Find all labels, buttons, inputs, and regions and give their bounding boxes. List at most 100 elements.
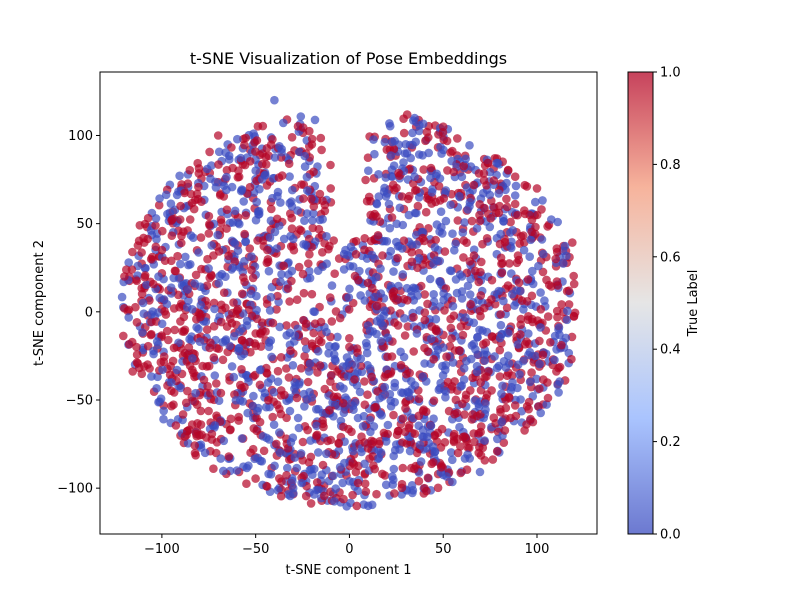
scatter-point	[492, 447, 502, 456]
scatter-point	[500, 237, 510, 247]
scatter-point	[527, 368, 536, 377]
scatter-point	[421, 207, 431, 217]
scatter-point	[476, 378, 486, 387]
scatter-point	[439, 289, 448, 298]
scatter-point	[500, 426, 510, 435]
scatter-point	[248, 273, 258, 283]
scatter-point	[217, 317, 226, 327]
scatter-point	[300, 351, 309, 361]
scatter-point	[297, 180, 306, 189]
scatter-point	[476, 291, 486, 300]
scatter-point	[432, 256, 442, 265]
scatter-point	[534, 261, 543, 271]
scatter-point	[177, 231, 186, 241]
scatter-point	[212, 343, 221, 353]
scatter-point	[407, 240, 416, 249]
scatter-point	[372, 301, 382, 311]
scatter-point	[415, 440, 425, 450]
scatter-point	[456, 382, 465, 391]
scatter-point	[193, 158, 202, 168]
scatter-point	[554, 388, 563, 397]
scatter-point	[420, 359, 429, 368]
scatter-point	[361, 175, 370, 185]
scatter-point	[360, 296, 370, 305]
scatter-point	[389, 267, 398, 276]
scatter-point	[366, 196, 375, 206]
scatter-point	[277, 171, 287, 180]
scatter-point	[119, 331, 128, 341]
scatter-point	[157, 319, 167, 329]
scatter-point	[279, 261, 289, 271]
scatter-point	[495, 345, 505, 355]
scatter-point	[503, 165, 513, 175]
scatter-point	[169, 400, 178, 410]
scatter-point	[141, 263, 150, 273]
scatter-point	[213, 230, 222, 240]
scatter-point	[319, 422, 328, 432]
scatter-point	[567, 354, 576, 364]
scatter-point	[355, 387, 365, 397]
scatter-point	[457, 294, 467, 303]
scatter-point	[224, 251, 233, 261]
scatter-point	[393, 295, 403, 304]
scatter-point	[245, 157, 255, 166]
scatter-point	[496, 320, 506, 330]
scatter-point	[475, 467, 485, 477]
scatter-point	[320, 491, 329, 501]
scatter-point	[431, 235, 441, 245]
scatter-point	[289, 245, 299, 255]
scatter-point	[229, 298, 238, 307]
scatter-point	[283, 284, 293, 293]
scatter-point	[374, 453, 384, 463]
y-tick-label: 0	[85, 305, 93, 320]
scatter-point	[448, 455, 457, 465]
scatter-point	[418, 119, 428, 129]
scatter-point	[142, 280, 151, 290]
scatter-point	[124, 313, 133, 322]
scatter-point	[190, 441, 199, 450]
scatter-point	[422, 432, 432, 442]
scatter-point	[184, 296, 193, 305]
scatter-point	[413, 201, 423, 211]
scatter-point	[154, 272, 163, 281]
scatter-point	[186, 189, 196, 199]
scatter-point	[353, 478, 363, 488]
scatter-point	[453, 448, 463, 458]
scatter-point	[494, 208, 504, 218]
scatter-point	[499, 216, 509, 226]
scatter-point	[553, 312, 562, 322]
scatter-point	[524, 350, 533, 360]
scatter-point	[420, 290, 430, 299]
scatter-point	[490, 352, 499, 361]
scatter-point	[318, 196, 327, 206]
scatter-point	[252, 136, 262, 145]
scatter-point	[410, 464, 419, 474]
scatter-point	[314, 448, 323, 457]
scatter-point	[253, 406, 262, 416]
scatter-point	[485, 222, 495, 232]
scatter-point	[245, 182, 255, 192]
scatter-point	[535, 384, 544, 394]
scatter-point	[429, 396, 439, 406]
scatter-point	[511, 411, 521, 421]
scatter-point	[376, 264, 385, 274]
scatter-point	[300, 151, 310, 161]
scatter-point	[329, 236, 339, 245]
scatter-point	[275, 322, 285, 332]
scatter-point	[229, 372, 239, 382]
scatter-point	[258, 159, 267, 169]
scatter-point	[365, 415, 375, 425]
scatter-point	[345, 334, 354, 343]
scatter-point	[463, 443, 473, 453]
scatter-point	[504, 392, 514, 402]
scatter-point	[178, 327, 187, 336]
scatter-point	[501, 403, 511, 413]
scatter-point	[564, 300, 574, 309]
scatter-point	[229, 237, 238, 247]
scatter-point	[412, 186, 421, 195]
scatter-point	[191, 270, 201, 280]
scatter-point	[239, 349, 249, 359]
colorbar-tick-label: 0.6	[660, 250, 681, 265]
scatter-point	[438, 371, 448, 380]
scatter-point	[469, 339, 479, 349]
